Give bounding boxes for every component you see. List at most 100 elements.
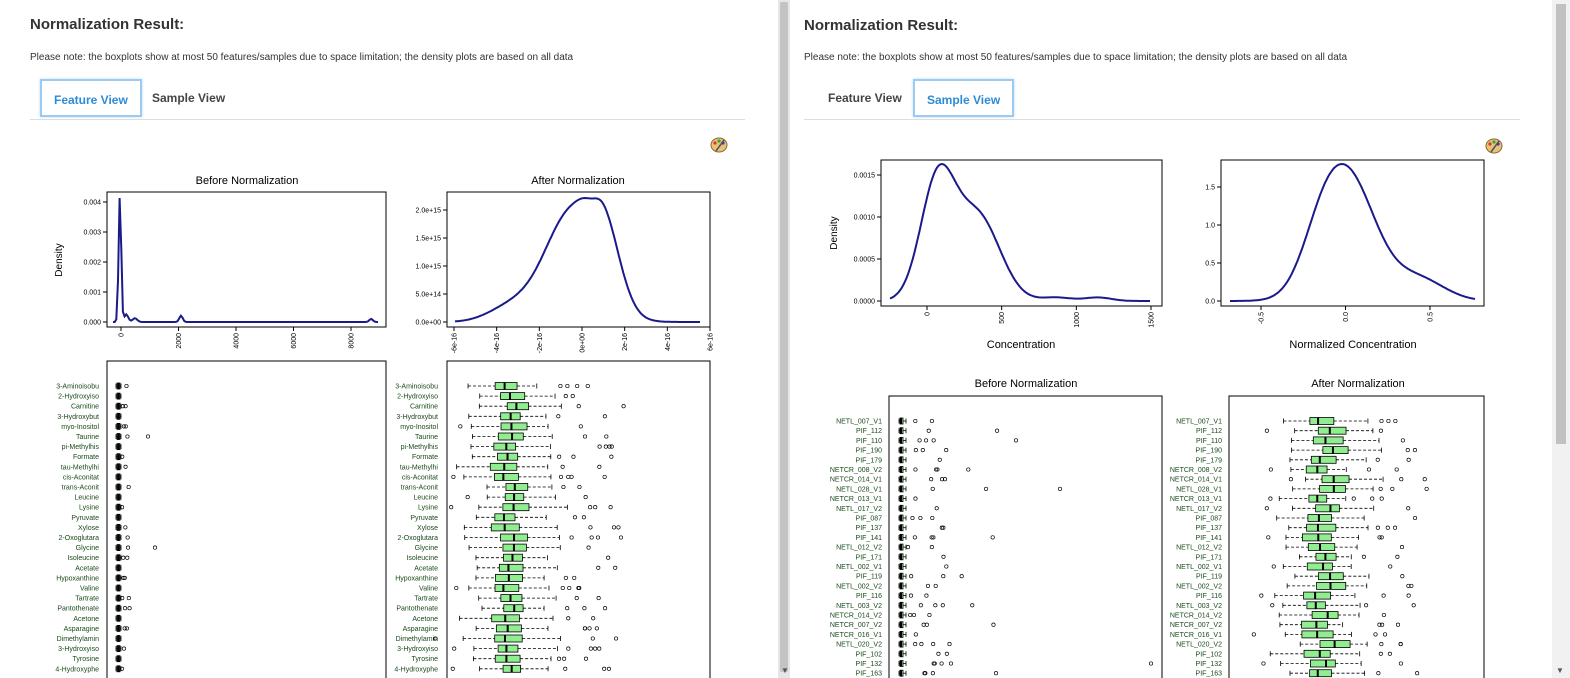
outlier-point [1406, 457, 1411, 462]
feature-label: Glycine [76, 545, 99, 552]
box [1321, 475, 1350, 484]
palette-icon[interactable] [1485, 137, 1503, 155]
outlier-point [1400, 438, 1405, 443]
x-tick-label: 0e+00 [580, 333, 587, 353]
plot-title: Before Normalization [975, 378, 1078, 390]
scrollbar-thumb[interactable] [1556, 4, 1566, 444]
sample-label: NETL_028_V1 [836, 486, 882, 493]
outlier-point [1148, 661, 1154, 666]
outlier-point [905, 545, 911, 550]
plot-frame [1228, 395, 1485, 678]
outlier-point [454, 585, 459, 591]
outlier-point [556, 656, 562, 661]
y-tick-label: 0.0e+00 [416, 320, 442, 327]
sample-label: PIF_116 [856, 593, 882, 600]
y-tick-label: 1.0e+15 [416, 264, 442, 271]
sample-label: NETL_003_V2 [1176, 603, 1222, 610]
sample-label: PIF_087 [856, 516, 883, 523]
outlier-point [560, 585, 565, 591]
outlier-point [562, 656, 567, 661]
outlier-point [120, 505, 125, 510]
outlier-point [589, 535, 594, 540]
x-tick-label: 1500 [1149, 312, 1156, 328]
outlier-point [1398, 642, 1403, 647]
outlier-point [913, 418, 918, 424]
page-vertical-scrollbar[interactable] [1552, 0, 1570, 678]
page-title: Normalization Result: [30, 16, 185, 33]
outlier-point [1370, 496, 1375, 501]
outlier-point [917, 438, 922, 443]
y-tick-label: 0.0 [1205, 299, 1215, 306]
y-tick-label: 1.5 [1205, 185, 1215, 192]
feature-label: Acetate [414, 565, 438, 572]
feature-label: Pyruvate [410, 515, 438, 522]
box [498, 563, 524, 572]
outlier-point [121, 646, 127, 651]
scroll-down-arrow-icon[interactable]: ▼ [1556, 666, 1564, 675]
outlier-point [603, 444, 608, 449]
outlier-point [124, 383, 129, 389]
tab-feature-view[interactable]: Feature View [828, 91, 902, 105]
box [1307, 543, 1336, 551]
density-curve [113, 197, 378, 323]
scroll-down-arrow-icon[interactable]: ▼ [781, 666, 789, 675]
outlier-point [913, 448, 918, 453]
outlier-point [588, 505, 593, 510]
outlier-point [1266, 535, 1271, 540]
box [505, 483, 529, 491]
outlier-point [594, 626, 599, 631]
y-tick-label: 0.000 [83, 320, 101, 327]
y-tick-label: 2.0e+15 [416, 208, 442, 215]
outlier-point [558, 383, 563, 389]
box [497, 644, 519, 653]
outlier-point [121, 575, 126, 580]
outlier-point [602, 666, 607, 671]
x-tick-label: 0 [119, 333, 126, 337]
outlier-point [995, 428, 1000, 433]
feature-label: 2-Oxoglutara [59, 535, 100, 542]
sample-label: NETL_012_V2 [836, 545, 882, 552]
outlier-point [1400, 574, 1405, 579]
outlier-point [990, 535, 995, 540]
pane-divider-scrollbar[interactable] [778, 0, 790, 678]
outlier-point [1411, 603, 1416, 608]
sample-label: PIF_137 [1196, 525, 1223, 532]
outlier-point [595, 535, 601, 540]
box [1310, 455, 1337, 464]
outlier-point [1415, 671, 1420, 676]
outlier-point [927, 612, 932, 618]
outlier-point [557, 454, 562, 459]
outlier-point [566, 646, 571, 651]
outlier-point [944, 448, 949, 453]
outlier-point [1378, 651, 1383, 656]
outlier-point [1398, 661, 1403, 666]
feature-label: Acetone [412, 616, 438, 623]
density-curve [454, 196, 700, 323]
feature-label: Dimethylamin [57, 636, 100, 643]
feature-label: Valine [419, 586, 438, 593]
sample-label: NETCR_014_V1 [1170, 477, 1222, 484]
scrollbar-thumb[interactable] [780, 2, 788, 672]
feature-label: Leucine [74, 495, 99, 502]
tab-feature-view[interactable]: Feature View [40, 79, 142, 117]
outlier-point [1424, 486, 1429, 491]
outlier-point [1351, 496, 1356, 501]
outlier-point [1379, 496, 1384, 501]
x-tick-label: 4000 [234, 333, 241, 349]
tab-sample-view[interactable]: Sample View [913, 79, 1015, 117]
outlier-point [582, 606, 587, 611]
feature-label: Pantothenate [396, 606, 438, 613]
outlier-point [591, 616, 596, 621]
box [500, 392, 526, 401]
outlier-point [145, 434, 151, 439]
feature-label: Isoleucine [406, 555, 438, 562]
sample-label: NETL_002_V1 [836, 564, 882, 571]
outlier-point [125, 555, 130, 560]
outlier-point [932, 661, 937, 666]
feature-label: 2-Hydroxyiso [58, 394, 99, 401]
tab-sample-view[interactable]: Sample View [152, 91, 226, 105]
outlier-point [1412, 448, 1417, 453]
outlier-point [1390, 486, 1395, 491]
sample-label: PIF_190 [1196, 448, 1223, 455]
palette-icon[interactable] [710, 136, 728, 154]
